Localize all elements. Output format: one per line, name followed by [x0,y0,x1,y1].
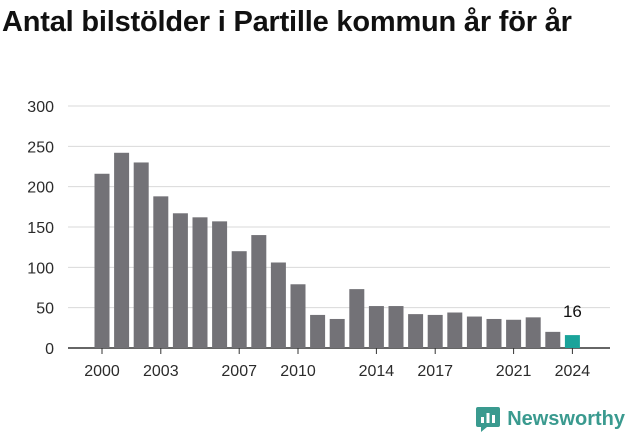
data-labels: 16 [563,302,582,321]
bar-2000 [94,173,110,348]
bar-2020 [486,318,502,348]
brand-name: Newsworthy [507,407,625,430]
bar-2018 [447,312,463,348]
bar-2017 [427,314,443,348]
y-tick-label: 250 [27,139,54,156]
x-tick-label: 2003 [143,363,179,380]
bar-2015 [388,306,404,348]
y-tick-label: 100 [27,260,54,277]
bar-2019 [466,316,482,348]
x-tick-label: 2007 [221,363,257,380]
bar-2008 [251,235,267,348]
bars [94,152,580,348]
bar-2006 [212,221,228,348]
bar-2012 [329,318,345,348]
x-tick-label: 2014 [359,363,395,380]
chart-title: Antal bilstölder i Partille kommun år fö… [2,6,572,38]
y-tick-label: 300 [27,99,54,116]
bar-2016 [408,314,424,348]
y-tick-label: 50 [36,301,54,318]
y-axis-ticks: 0 50 100 150 200 250 300 [27,99,54,358]
bar-2002 [133,162,149,348]
bar-2014 [368,306,384,348]
x-tick-label: 2000 [84,363,120,380]
bar-2024 [564,335,580,348]
data-label: 16 [563,302,582,321]
bar-2021 [506,319,522,348]
x-tick-label: 2024 [555,363,591,380]
bar-2005 [192,217,208,348]
bar-2023 [545,331,561,348]
x-axis-ticks: 2000 2003 2007 2010 2014 2017 2021 2024 [84,348,590,380]
grid-lines [68,105,610,349]
newsworthy-logo-icon [476,407,501,432]
bar-2011 [310,314,326,348]
y-tick-label: 0 [45,341,54,358]
bar-2022 [525,317,541,348]
y-tick-label: 150 [27,220,54,237]
bar-2003 [153,196,169,348]
bar-2007 [231,251,247,348]
bar-2013 [349,289,365,348]
y-tick-label: 200 [27,180,54,197]
x-tick-label: 2010 [280,363,316,380]
bar-2001 [114,152,130,348]
bar-2010 [290,284,306,348]
x-tick-label: 2017 [417,363,453,380]
bar-2009 [270,262,286,348]
newsworthy-brand[interactable]: Newsworthy [475,405,625,433]
bar-2004 [172,213,188,348]
x-tick-label: 2021 [496,363,532,380]
